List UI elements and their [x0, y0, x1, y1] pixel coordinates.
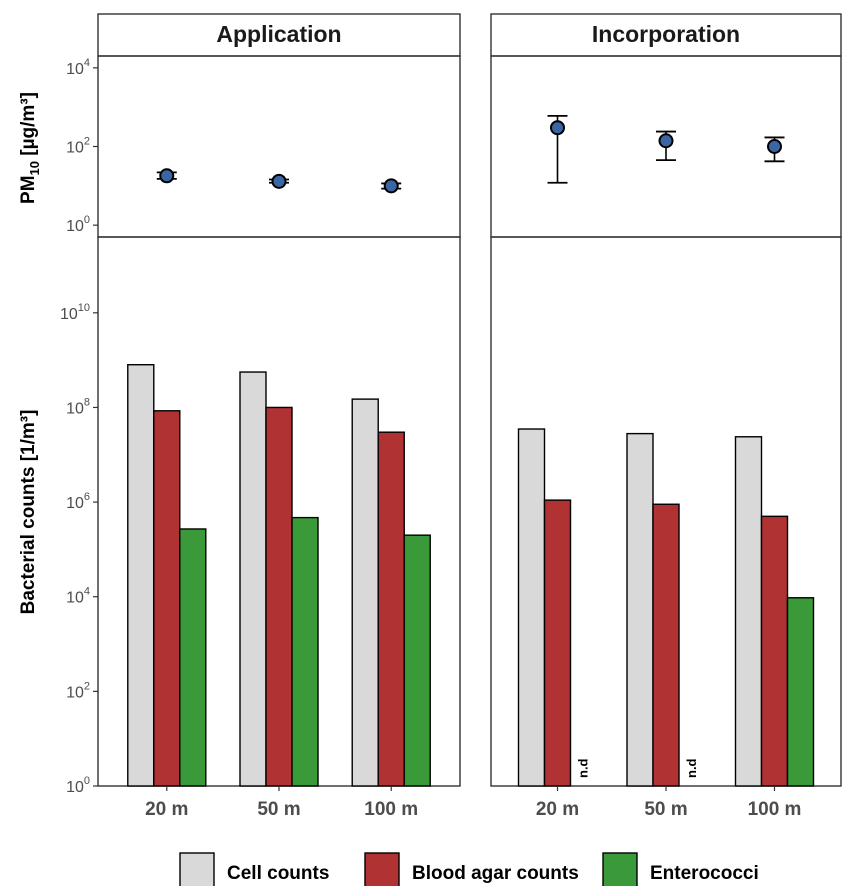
- legend-label: Cell counts: [227, 863, 329, 884]
- bottom-y-tick-label: 108: [66, 396, 90, 417]
- tick-base: 10: [60, 306, 78, 323]
- legend: Cell counts Blood agar counts Enterococci: [179, 852, 759, 886]
- bar-cell-counts: [517, 428, 546, 787]
- pm10-point: [271, 173, 287, 189]
- bar-enterococci: [291, 516, 319, 787]
- bottom-y-tick-label: 106: [66, 491, 90, 512]
- tick-base: 10: [66, 218, 84, 235]
- bar-blood-agar-counts: [760, 515, 789, 787]
- tick-base: 10: [66, 140, 84, 157]
- bar-cell-counts: [127, 364, 155, 787]
- tick-base: 10: [66, 495, 84, 512]
- legend-key-cell-counts: [179, 852, 215, 886]
- bar-enterococci: [179, 528, 207, 787]
- bar-cell-counts: [239, 371, 267, 787]
- bottom-y-axis-label: Bacterial counts [1/m³]: [18, 410, 39, 615]
- tick-exponent: 4: [84, 57, 90, 69]
- panels-layer: Application Incorporation: [97, 13, 842, 787]
- top-y-axis-label-sub: 10: [27, 161, 42, 175]
- bar-blood-agar-counts: [377, 431, 405, 787]
- legend-label: Blood agar counts: [412, 863, 579, 884]
- top-y-tick-label: 100: [66, 214, 90, 235]
- pm10-point: [159, 168, 175, 184]
- facet-strip: [97, 13, 461, 57]
- top-panel-frame: [97, 55, 461, 238]
- x-tick-label: 20 m: [536, 799, 579, 820]
- bar-blood-agar-counts: [265, 406, 293, 787]
- tick-exponent: 0: [84, 775, 90, 787]
- pm10-point: [550, 120, 565, 136]
- tick-base: 10: [66, 400, 84, 417]
- bottom-y-tick-label: 102: [66, 680, 90, 701]
- bar-enterococci: [786, 597, 815, 787]
- pm10-point: [383, 178, 399, 194]
- tick-base: 10: [66, 61, 84, 78]
- tick-exponent: 2: [84, 680, 90, 692]
- x-tick-label: 100 m: [748, 799, 802, 820]
- tick-exponent: 4: [84, 586, 90, 598]
- legend-label: Enterococci: [650, 863, 759, 884]
- legend-key-enterococci: [602, 852, 638, 886]
- tick-base: 10: [66, 779, 84, 796]
- pm10-point: [767, 139, 782, 154]
- facet-title: Incorporation: [592, 21, 740, 47]
- bar-cell-counts: [626, 432, 654, 787]
- x-tick-label: 50 m: [644, 799, 687, 820]
- marks-layer: n.d n.d: [127, 114, 815, 787]
- bar-cell-counts: [734, 436, 763, 787]
- tick-base: 10: [66, 590, 84, 607]
- bottom-y-tick-label: 100: [66, 775, 90, 796]
- tick-exponent: 0: [84, 214, 90, 226]
- bar-blood-agar-counts: [153, 410, 181, 787]
- bottom-y-tick-label: 1010: [60, 302, 90, 323]
- bar-cell-counts: [351, 398, 379, 787]
- tick-exponent: 6: [84, 491, 90, 503]
- top-y-tick-label: 102: [66, 136, 90, 157]
- legend-key-blood-agar-counts: [364, 852, 400, 886]
- top-y-axis-label: PM10 [µg/m³]: [18, 92, 42, 204]
- top-y-tick-label: 104: [66, 57, 90, 78]
- facet-title: Application: [216, 21, 341, 47]
- not-detected-label: n.d: [576, 758, 591, 778]
- tick-base: 10: [66, 684, 84, 701]
- x-tick-label: 50 m: [257, 799, 300, 820]
- top-y-axis-label-main: PM: [18, 175, 39, 204]
- bar-blood-agar-counts: [652, 503, 680, 787]
- bar-blood-agar-counts: [543, 499, 572, 787]
- x-tick-label: 100 m: [364, 799, 418, 820]
- top-y-axis-label-tail: [µg/m³]: [18, 92, 39, 161]
- facet-strip: [490, 13, 842, 57]
- not-detected-label: n.d: [684, 758, 699, 778]
- tick-exponent: 10: [78, 302, 90, 314]
- bar-enterococci: [403, 534, 431, 787]
- x-tick-label: 20 m: [145, 799, 188, 820]
- pm10-point: [658, 133, 674, 149]
- bottom-y-tick-label: 104: [66, 586, 90, 607]
- tick-exponent: 2: [84, 136, 90, 148]
- tick-exponent: 8: [84, 396, 90, 408]
